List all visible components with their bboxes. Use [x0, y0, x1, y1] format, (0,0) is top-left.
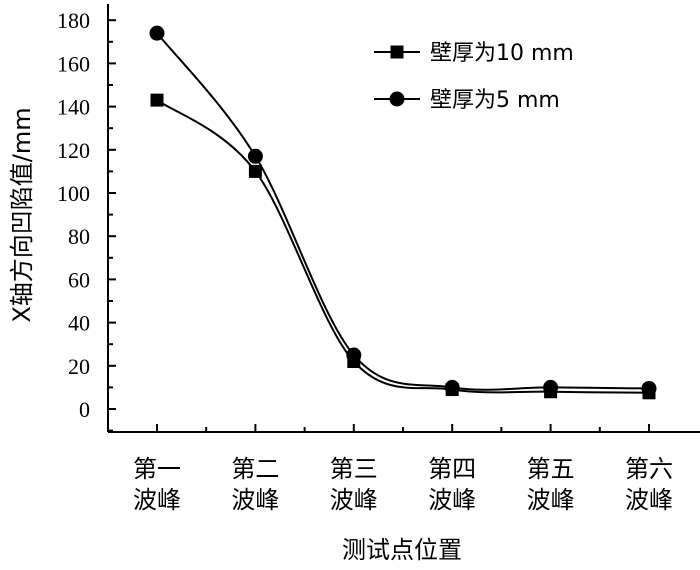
- y-tick-label: 160: [57, 51, 90, 76]
- x-tick-label: 第五波峰: [527, 455, 575, 514]
- x-axis-title: 测试点位置: [342, 536, 462, 564]
- series-line: [156, 32, 650, 391]
- y-tick-label: 40: [68, 311, 90, 336]
- legend-square-marker: [390, 45, 404, 59]
- y-tick-label: 100: [57, 181, 90, 206]
- x-tick-label: 第二波峰: [231, 455, 279, 514]
- data-point-circle: [346, 347, 362, 363]
- legend-item: 壁厚为5 mm: [374, 88, 560, 113]
- data-point-circle: [543, 379, 559, 395]
- data-point-circle: [149, 25, 165, 41]
- series-line: [156, 99, 650, 394]
- y-tick-label: 140: [57, 95, 90, 120]
- series-layer: [149, 25, 657, 400]
- y-tick-label: 0: [79, 397, 90, 422]
- legend-item: 壁厚为10 mm: [374, 41, 574, 66]
- x-tick-label: 第六波峰: [625, 455, 673, 514]
- data-point-square: [248, 164, 262, 178]
- y-tick-label: 120: [57, 138, 90, 163]
- y-tick-label: 60: [68, 267, 90, 292]
- x-tick-label: 第一波峰: [133, 455, 181, 514]
- x-tick-label: 第三波峰: [330, 455, 378, 514]
- chart-axes: 0 20 40 60 80 100 120 140 160 180 第一波峰 第二波峰 第三波峰 第四波峰…: [57, 4, 700, 514]
- data-point-circle: [641, 380, 657, 396]
- legend-label: 壁厚为10 mm: [430, 41, 574, 66]
- legend-label: 壁厚为5 mm: [430, 88, 560, 113]
- y-tick-label: 80: [68, 224, 90, 249]
- y-tick-label: 20: [68, 354, 90, 379]
- y-tick-label: 180: [57, 8, 90, 33]
- y-axis-title: X轴方向凹陷值/mm: [8, 107, 36, 322]
- series-2: [149, 25, 657, 396]
- legend-circle-marker: [389, 91, 405, 107]
- data-point-circle: [444, 379, 460, 395]
- x-tick-label: 第四波峰: [428, 455, 476, 514]
- data-point-circle: [247, 148, 263, 164]
- legend: 壁厚为10 mm 壁厚为5 mm: [374, 41, 574, 113]
- series-1: [150, 93, 656, 400]
- data-point-square: [150, 93, 164, 107]
